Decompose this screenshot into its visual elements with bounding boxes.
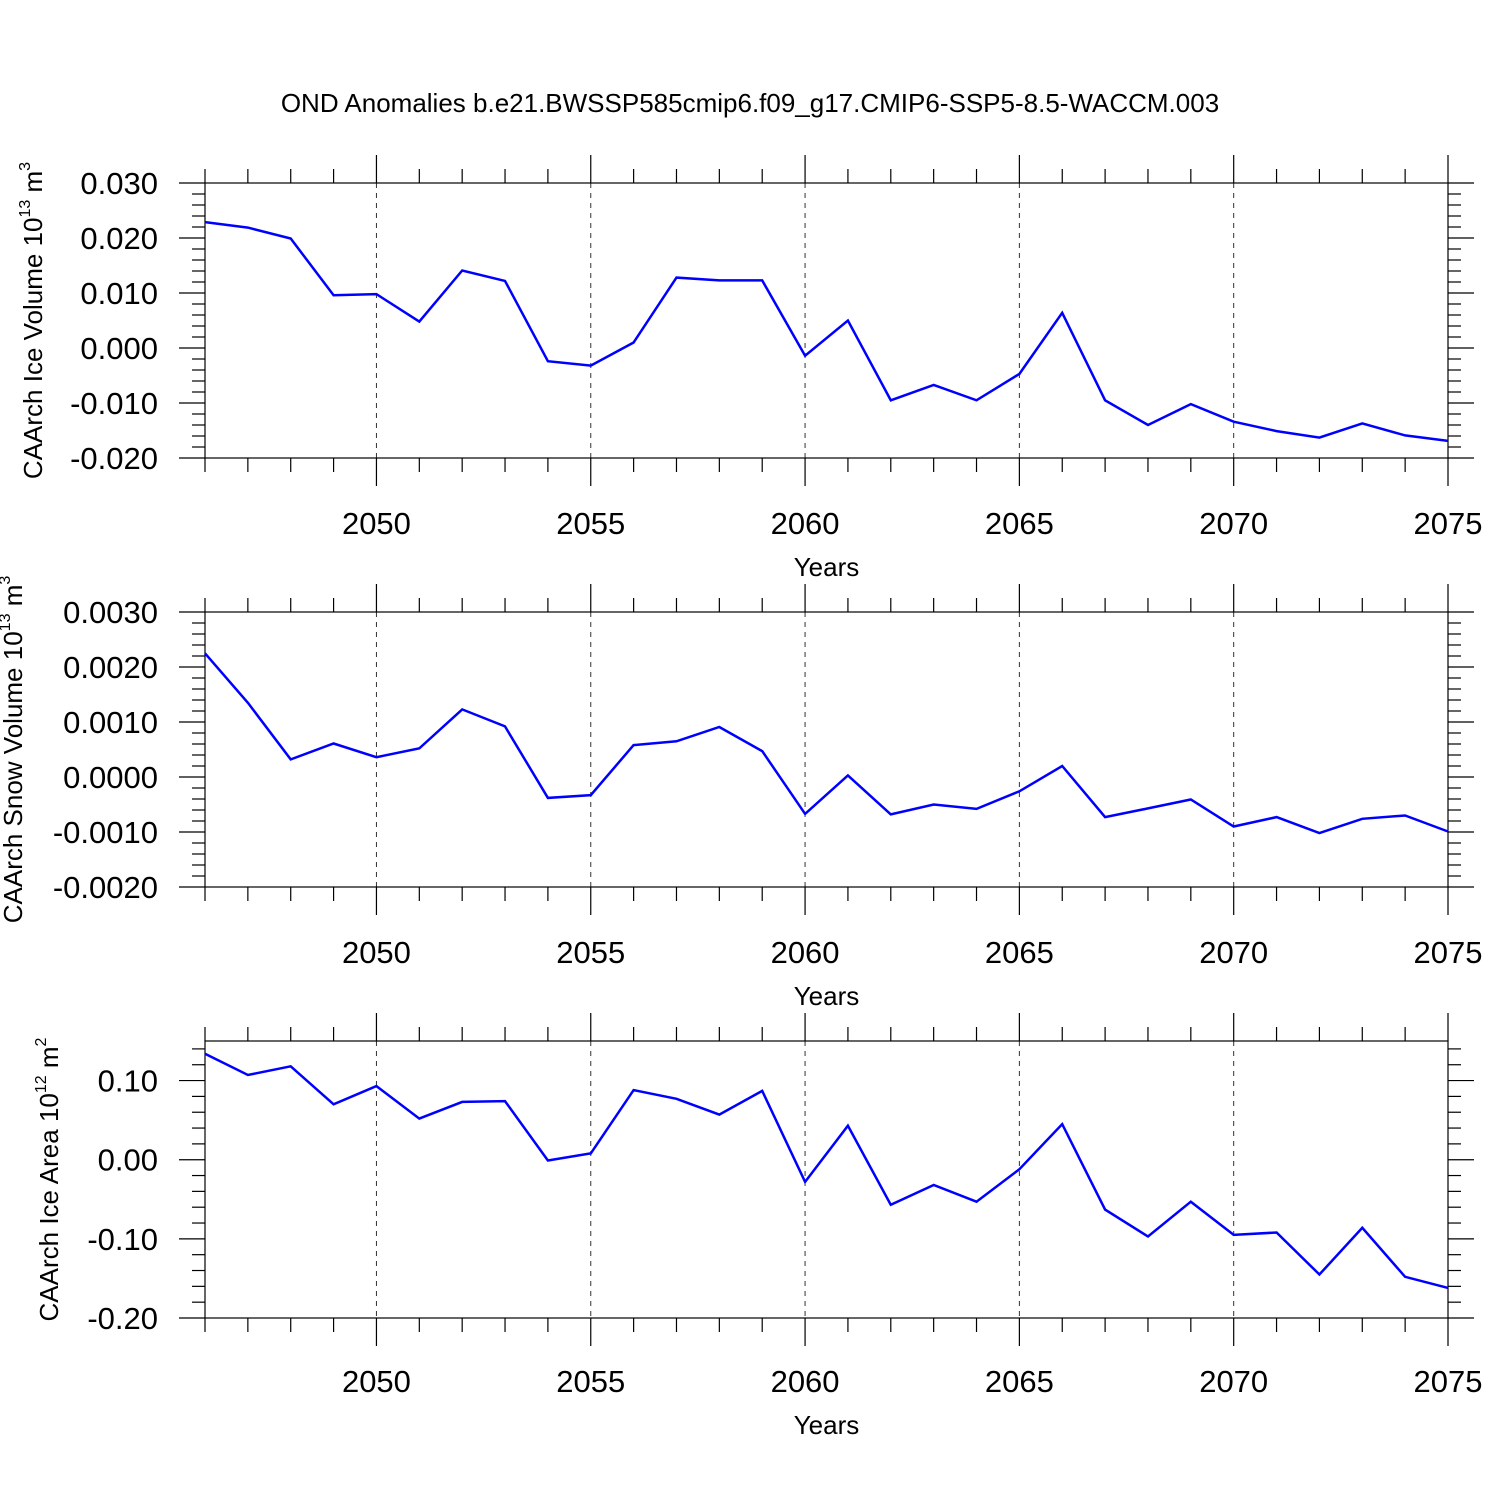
y-axis-title: CAArch Ice Volume 1013 m3 [17, 162, 48, 479]
y-tick-label: 0.030 [80, 166, 158, 201]
x-tick-label: 2055 [556, 1364, 625, 1399]
y-axis-title: CAArch Snow Volume 1013 m3 [0, 576, 28, 924]
y-axis-title-main: CAArch Snow Volume 10 [0, 631, 28, 923]
y-axis-title-unit: m [18, 171, 48, 200]
plot-frame [204, 611, 1449, 888]
x-tick-label: 2055 [556, 506, 625, 541]
y-axis-title-main: CAArch Ice Volume 10 [18, 218, 48, 480]
x-tick-label: 2075 [1414, 935, 1483, 970]
y-axis-title-unit: m [0, 585, 28, 614]
y-axis-title-unit-exponent: 3 [0, 576, 14, 585]
panels: -0.020 -0.010 0.000 0.010 0.020 0.030 2050 2055… [0, 155, 1482, 1440]
x-tick-label: 2060 [771, 1364, 840, 1399]
x-tick-label: 2050 [342, 1364, 411, 1399]
x-tick-label: 2070 [1199, 506, 1268, 541]
x-tick-label: 2060 [771, 506, 840, 541]
panel-1: -0.020 -0.010 0.000 0.010 0.020 0.030 2050 2055… [17, 155, 1482, 582]
y-axis-title: CAArch Ice Area 1012 m2 [33, 1037, 64, 1321]
y-tick-label: 0.0010 [63, 705, 158, 740]
x-tick-label: 2055 [556, 935, 625, 970]
y-tick-label: 0.00 [98, 1143, 158, 1178]
x-tick-label: 2070 [1199, 935, 1268, 970]
x-tick-label: 2060 [771, 935, 840, 970]
y-axis-title-exponent: 13 [17, 200, 34, 218]
plot-frame [204, 1040, 1449, 1319]
y-axis-title-exponent: 12 [33, 1075, 50, 1093]
x-tick-label: 2065 [985, 935, 1054, 970]
y-axis-title-unit: m [34, 1046, 64, 1075]
y-tick-label: -0.20 [87, 1301, 158, 1336]
x-axis-title: Years [794, 981, 860, 1011]
series-line-snow_volume [204, 652, 1449, 835]
plot-frame [204, 182, 1449, 459]
x-tick-label: 2075 [1414, 1364, 1483, 1399]
y-tick-label: -0.10 [87, 1222, 158, 1257]
y-axis-title-unit-exponent: 3 [17, 162, 34, 171]
series-line-ice_area [204, 1052, 1449, 1290]
y-tick-label: -0.020 [70, 441, 158, 476]
series-line-ice_volume [204, 220, 1449, 443]
x-tick-label: 2050 [342, 935, 411, 970]
panel-3: -0.20 -0.10 0.00 0.10 2050 2055 2060 2065 2070 20… [33, 1013, 1482, 1440]
y-tick-label: 0.10 [98, 1064, 158, 1099]
y-tick-label: 0.020 [80, 221, 158, 256]
y-axis-title-unit-exponent: 2 [33, 1037, 50, 1046]
y-axis-title-exponent: 13 [0, 613, 14, 631]
y-tick-label: 0.0020 [63, 650, 158, 685]
y-tick-label: -0.010 [70, 386, 158, 421]
y-tick-label: -0.0020 [53, 870, 158, 905]
x-tick-label: 2075 [1414, 506, 1483, 541]
x-tick-label: 2065 [985, 1364, 1054, 1399]
y-tick-label: 0.000 [80, 331, 158, 366]
y-tick-label: 0.0000 [63, 760, 158, 795]
y-axis-title-main: CAArch Ice Area 10 [34, 1093, 64, 1321]
x-tick-label: 2070 [1199, 1364, 1268, 1399]
x-axis-title: Years [794, 1410, 860, 1440]
x-axis-title: Years [794, 552, 860, 582]
y-tick-label: 0.010 [80, 276, 158, 311]
panel-2: -0.0020 -0.0010 0.0000 0.0010 0.0020 0.0030 20… [0, 576, 1482, 1011]
y-tick-label: 0.0030 [63, 595, 158, 630]
x-tick-label: 2050 [342, 506, 411, 541]
x-tick-label: 2065 [985, 506, 1054, 541]
figure-title: OND Anomalies b.e21.BWSSP585cmip6.f09_g1… [281, 88, 1219, 118]
y-tick-label: -0.0010 [53, 815, 158, 850]
